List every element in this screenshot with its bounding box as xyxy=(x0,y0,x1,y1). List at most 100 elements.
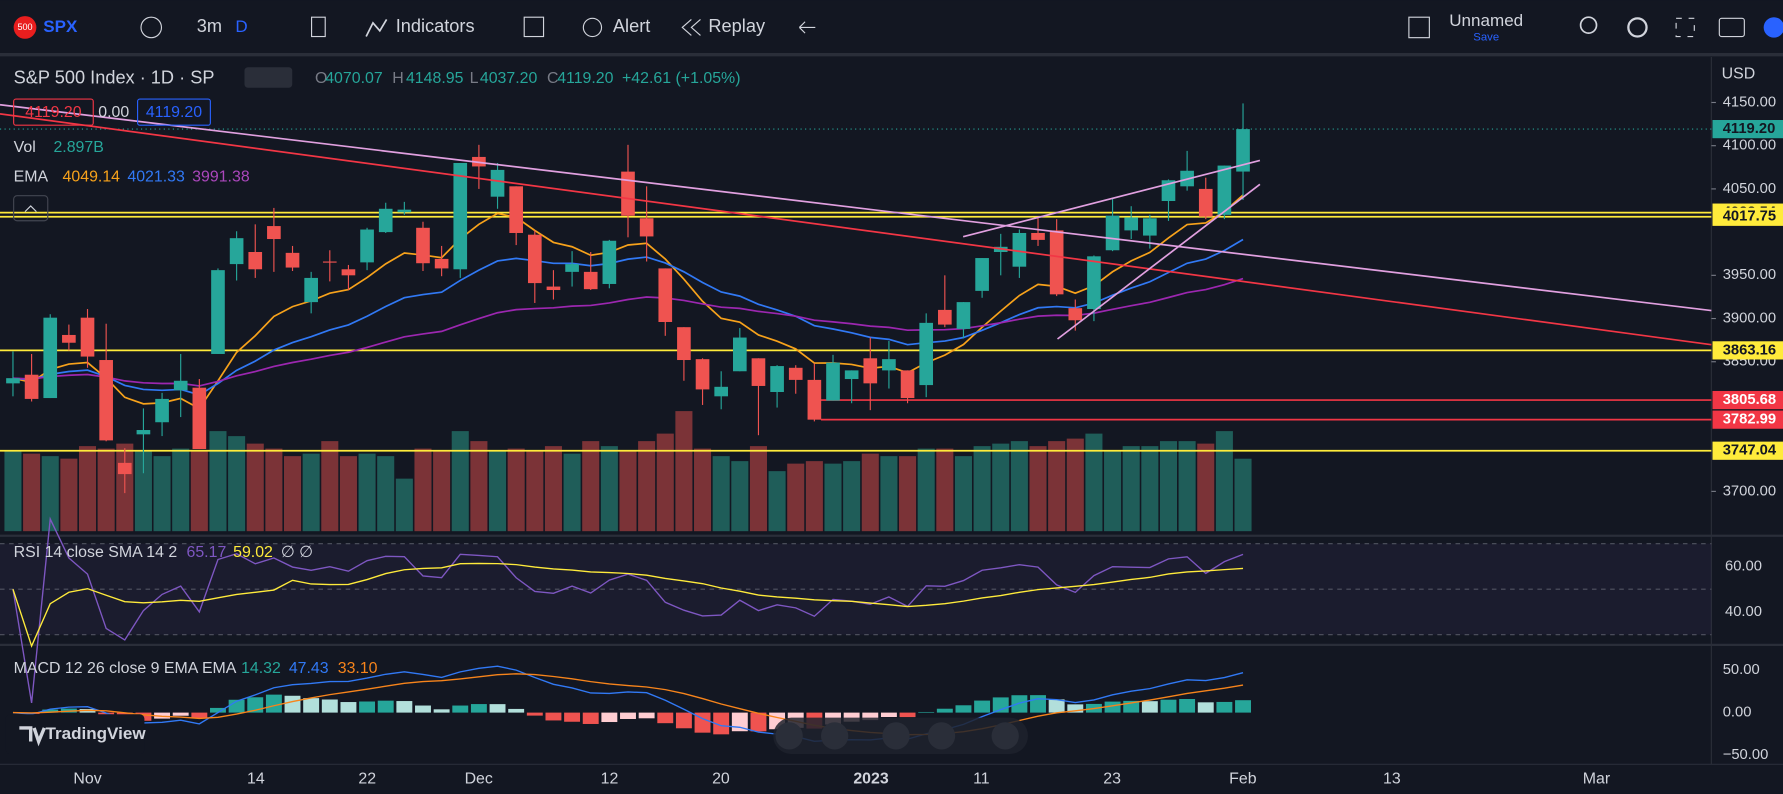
macd-histogram xyxy=(340,702,357,713)
candle-body xyxy=(732,337,747,372)
macd-histogram xyxy=(1160,699,1177,713)
price-label: 4119.20 xyxy=(1723,121,1776,137)
candle-body xyxy=(975,258,989,291)
marks xyxy=(0,103,1712,742)
volume-bar xyxy=(1104,451,1122,532)
price-label-bg xyxy=(1712,441,1783,460)
volume-bar xyxy=(899,456,917,532)
macd-histogram xyxy=(284,695,301,713)
candle-body xyxy=(770,366,784,392)
volume-bar xyxy=(1010,441,1028,532)
zoom-in[interactable] xyxy=(820,722,849,750)
volume-bar xyxy=(544,446,562,532)
alert-icon xyxy=(582,17,603,38)
macd-histogram xyxy=(638,712,655,719)
volume-bar xyxy=(395,478,413,532)
candle-body xyxy=(378,208,393,233)
volume-bar xyxy=(172,448,190,532)
layout-icon[interactable] xyxy=(1408,16,1430,39)
rsi-line xyxy=(12,562,1244,648)
price-label-bg xyxy=(1712,410,1783,429)
templates-icon[interactable] xyxy=(523,16,545,38)
candle-body xyxy=(397,209,412,213)
candle-body xyxy=(173,380,188,391)
candle-body xyxy=(62,334,76,343)
sell-box[interactable] xyxy=(13,98,94,126)
ema-value: 3991.38 xyxy=(192,169,250,186)
macd-histogram xyxy=(843,712,860,722)
sell-price: 4119.20 xyxy=(25,104,81,121)
macd-histogram xyxy=(675,712,692,729)
indicators[interactable]: Indicators xyxy=(396,16,475,36)
legend-toggle[interactable] xyxy=(244,67,293,88)
zoom-out[interactable] xyxy=(775,722,803,750)
volume-bar xyxy=(1197,443,1215,532)
layout-name[interactable]: Unnamed xyxy=(1449,11,1523,30)
candle-body xyxy=(1049,230,1064,295)
volume-bar xyxy=(768,471,786,532)
macd-tick-label: −50.00 xyxy=(1723,747,1769,763)
macd-histogram xyxy=(1179,698,1196,713)
candle-body xyxy=(677,327,691,361)
volume-bar xyxy=(694,448,712,532)
time-label: Feb xyxy=(1229,770,1257,787)
candle-body xyxy=(714,386,729,397)
symbol-button[interactable]: 500 SPX xyxy=(13,16,78,39)
ema-line xyxy=(12,277,1244,387)
interval[interactable]: 3m xyxy=(197,16,222,36)
chart-type-icon[interactable] xyxy=(311,16,326,38)
buy-box[interactable] xyxy=(137,98,211,126)
ohlc-key: C xyxy=(547,70,559,87)
search-icon[interactable] xyxy=(1579,16,1598,34)
candle-body xyxy=(826,362,840,401)
candle-body xyxy=(565,264,579,272)
reset[interactable] xyxy=(991,722,1019,750)
vol-value: 2.897B xyxy=(53,139,103,156)
camera-icon[interactable] xyxy=(1718,17,1745,38)
candle-body xyxy=(1031,232,1045,240)
volume-bar xyxy=(861,453,879,532)
price-label: 3863.16 xyxy=(1723,342,1776,358)
scroll-left[interactable] xyxy=(882,722,910,750)
candle-body xyxy=(1198,188,1213,217)
candle-body xyxy=(1105,215,1120,251)
macd-histogram xyxy=(172,712,189,716)
time-label: 20 xyxy=(712,770,730,787)
channel-line xyxy=(1057,183,1261,340)
add-icon[interactable] xyxy=(140,16,163,39)
volume-bar xyxy=(41,456,59,532)
candle-body xyxy=(136,430,151,435)
scroll-right[interactable] xyxy=(927,722,956,750)
y-tick-label: 3700.00 xyxy=(1723,483,1776,499)
settings-icon[interactable] xyxy=(1627,17,1648,38)
rsi-tick-label: 60.00 xyxy=(1725,558,1762,574)
replay[interactable]: Replay xyxy=(708,16,766,36)
alert[interactable]: Alert xyxy=(613,16,650,36)
collapse-button[interactable] xyxy=(13,195,49,222)
fullscreen-icon[interactable] xyxy=(1675,17,1695,38)
currency: USD xyxy=(1722,65,1756,82)
volume-bar xyxy=(228,436,246,532)
macd-histogram xyxy=(191,712,208,719)
period[interactable]: D xyxy=(235,17,247,36)
save[interactable]: Save xyxy=(1473,32,1499,44)
volume-bar xyxy=(153,456,171,532)
volume-bar xyxy=(302,453,320,532)
undo-icon[interactable] xyxy=(798,21,816,34)
volume-bar xyxy=(563,453,581,532)
time-label: 23 xyxy=(1103,770,1121,787)
candle-body xyxy=(751,358,766,386)
volume-bar xyxy=(60,458,78,532)
volume-bar xyxy=(190,451,208,532)
macd-tick-label: 0.00 xyxy=(1723,705,1752,721)
candle-body xyxy=(192,387,207,450)
volume-bar xyxy=(1066,438,1084,532)
candle-body xyxy=(6,378,20,384)
logo-text: 500 xyxy=(17,22,32,32)
symbol-title: S&P 500 Index · 1D · SP xyxy=(14,67,215,87)
macd-histogram xyxy=(955,705,972,713)
volume-bar xyxy=(23,453,41,532)
avatar[interactable] xyxy=(1763,17,1783,38)
time-label: 22 xyxy=(358,770,376,787)
